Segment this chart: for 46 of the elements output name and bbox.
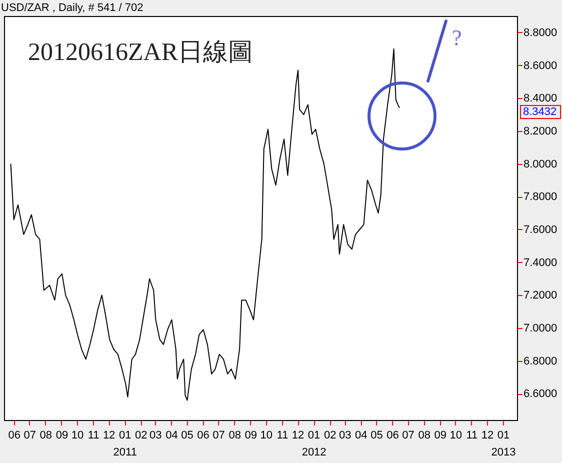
x-tick-label: 07 [402,430,414,442]
y-tick-label: 8.2000 [524,125,558,138]
x-tick-label: 10 [260,430,273,442]
x-tick-label: 05 [370,430,383,442]
y-tick-label: 7.4000 [524,256,558,269]
x-tick-label: 01 2011 [113,430,137,458]
x-tick-label: 06 [197,430,210,442]
y-tick-label: 7.6000 [524,224,558,236]
x-tick-label: 09 [434,430,446,442]
x-tick-label: 06 [386,430,399,442]
x-tick-label: 09 [56,430,68,442]
x-tick-label: 12 [481,430,494,442]
x-tick-label: 04 [166,430,178,442]
x-tick-label: 02 [324,430,336,442]
y-tick-label: 7.2000 [524,290,558,302]
x-tick-label: 03 [150,430,162,442]
text: 8.3432 [523,106,557,118]
y-tick-label: 7.8000 [524,191,558,204]
x-tick-label: 10 [71,430,84,442]
y-tick-label: 8.0000 [524,158,558,170]
y-tick-label: 6.8000 [524,355,558,368]
x-tick-label: 05 [181,430,194,442]
x-tick-label: 08 [40,430,52,442]
x-tick-label: 12 [102,430,116,442]
x-tick-label: 07 [24,430,36,442]
y-tick-label: 7.0000 [524,322,558,335]
x-tick-label: 11 [466,430,478,442]
x-tick-label: 09 [244,430,258,442]
y-tick-label: 8.4000 [524,92,558,105]
x-tick-label: 06 [8,430,20,442]
y-tick-label: 6.6000 [524,388,558,400]
x-tick-label: 08 [418,430,430,442]
x-tick-label: 10 [450,430,462,442]
x-tick-label: 04 [355,430,368,442]
x-tick-label: 11 [276,430,288,442]
x-tick-label: 03 [338,430,352,442]
x-tick-label: 02 [135,430,148,442]
x-tick-label: 08 [228,430,241,442]
x-tick-label: 11 [88,430,100,442]
annotation: ? [452,25,462,50]
x-tick-label: 12 [292,430,304,442]
x-tick-label: 07 [212,430,225,442]
text: 20120616ZAR日線圖 [28,39,253,66]
chart-subtitle: USD/ZAR , Daily, # 541 / 702 [1,2,144,14]
y-tick-label: 8.6000 [524,60,558,72]
y-tick-label: 8.8000 [524,26,558,39]
